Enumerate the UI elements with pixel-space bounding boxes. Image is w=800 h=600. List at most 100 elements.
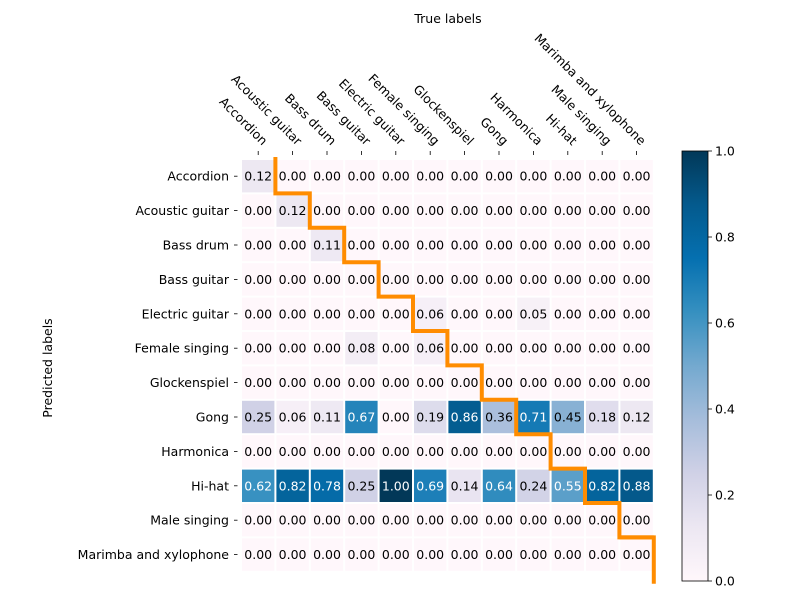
- heatmap-cell: [620, 228, 653, 262]
- heatmap-cell: [551, 469, 584, 502]
- cell-value-label: 0.00: [279, 547, 307, 562]
- heatmap-cell: [586, 332, 619, 365]
- heatmap-cell: [620, 366, 653, 399]
- heatmap-cell: [448, 538, 481, 571]
- heatmap-cell: [448, 400, 481, 434]
- heatmap-cell: [551, 160, 584, 193]
- cell-value-label: 0.00: [244, 238, 272, 253]
- heatmap-cell: [448, 263, 481, 296]
- cell-value-label: 0.00: [588, 375, 616, 390]
- cell-value-label: 0.00: [451, 547, 479, 562]
- heatmap-cell: [482, 469, 516, 502]
- cell-value-label: 0.00: [519, 238, 547, 253]
- heatmap-cell: [586, 228, 619, 262]
- heatmap-cell: [379, 194, 412, 227]
- heatmap-cell: [310, 297, 344, 330]
- cell-value-label: 0.11: [313, 410, 341, 425]
- heatmap-cell: [414, 332, 447, 365]
- heatmap-cell: [482, 297, 516, 330]
- heatmap-cell: [551, 435, 584, 468]
- heatmap-cell: [620, 435, 653, 468]
- heatmap-cell: [586, 263, 619, 296]
- heatmap-cell: [242, 400, 275, 434]
- cell-value-label: 0.82: [279, 478, 307, 493]
- cell-value-label: 0.00: [519, 375, 547, 390]
- cell-value-label: 0.00: [485, 547, 513, 562]
- cell-value-label: 0.86: [451, 410, 479, 425]
- heatmap-cell: [482, 160, 516, 193]
- cell-value-label: 0.00: [451, 203, 479, 218]
- heatmap-cell: [345, 297, 378, 330]
- heatmap-cell: [276, 400, 309, 434]
- colorbar-tick-label: 1.0: [715, 144, 735, 159]
- cell-value-label: 0.00: [485, 238, 513, 253]
- cell-value-label: 0.00: [623, 169, 651, 184]
- cell-value-label: 0.00: [519, 169, 547, 184]
- cell-value-label: 0.00: [313, 444, 341, 459]
- heatmap-cell: [586, 538, 619, 571]
- heatmap-cell: [414, 263, 447, 296]
- cell-value-label: 0.00: [382, 341, 410, 356]
- heatmap-cell: [242, 332, 275, 365]
- cell-value-label: 0.00: [416, 203, 444, 218]
- cell-value-label: 0.06: [416, 306, 444, 321]
- heatmap-cell: [517, 400, 550, 434]
- heatmap-cell: [276, 228, 309, 262]
- cell-value-label: 0.00: [244, 203, 272, 218]
- cell-value-label: 0.00: [623, 547, 651, 562]
- heatmap-cell: [310, 538, 344, 571]
- heatmap-cell: [276, 160, 309, 193]
- heatmap-cell: [482, 332, 516, 365]
- heatmap-cell: [448, 504, 481, 537]
- cell-value-label: 0.00: [347, 306, 375, 321]
- cell-value-label: 0.00: [485, 169, 513, 184]
- cell-value-label: 0.00: [279, 272, 307, 287]
- cell-value-label: 0.45: [554, 410, 582, 425]
- cell-value-label: 0.25: [244, 410, 272, 425]
- cell-value-label: 0.00: [244, 375, 272, 390]
- cell-value-label: 0.00: [382, 375, 410, 390]
- heatmap-cell: [482, 263, 516, 296]
- cell-value-label: 0.00: [519, 444, 547, 459]
- heatmap-cell: [517, 297, 550, 330]
- heatmap-cell: [586, 194, 619, 227]
- cell-value-label: 0.36: [485, 410, 513, 425]
- heatmap-cell: [379, 504, 412, 537]
- heatmap-cell: [620, 160, 653, 193]
- cell-value-label: 0.08: [347, 341, 375, 356]
- y-tick-label: Bass drum: [163, 238, 229, 253]
- cell-value-label: 0.19: [416, 410, 444, 425]
- heatmap-cell: [448, 332, 481, 365]
- cell-value-label: 0.00: [347, 272, 375, 287]
- cell-value-label: 0.00: [554, 272, 582, 287]
- cell-value-label: 0.00: [485, 341, 513, 356]
- y-tick-label: Male singing: [150, 513, 229, 528]
- cell-value-label: 0.00: [588, 169, 616, 184]
- heatmap-cell: [620, 263, 653, 296]
- heatmap-cell: [276, 469, 309, 502]
- heatmap-cell: [517, 263, 550, 296]
- cell-value-label: 0.00: [313, 513, 341, 528]
- cell-value-label: 0.24: [519, 478, 547, 493]
- heatmap-cell: [620, 194, 653, 227]
- y-tick-label: Marimba and xylophone: [78, 547, 230, 562]
- heatmap-cell: [379, 263, 412, 296]
- heatmap-cell: [310, 435, 344, 468]
- heatmap-cell: [448, 435, 481, 468]
- heatmap-cell: [620, 400, 653, 434]
- cell-value-label: 0.00: [244, 444, 272, 459]
- cell-value-label: 0.00: [451, 341, 479, 356]
- heatmap-cell: [379, 332, 412, 365]
- heatmap-cell: [242, 194, 275, 227]
- cell-value-label: 0.00: [416, 375, 444, 390]
- cell-value-label: 0.00: [382, 410, 410, 425]
- y-tick-label: Accordion: [167, 169, 229, 184]
- heatmap-cell: [276, 297, 309, 330]
- heatmap-cell: [620, 332, 653, 365]
- cell-value-label: 0.00: [554, 375, 582, 390]
- heatmap-cell: [345, 228, 378, 262]
- cell-value-label: 0.00: [416, 238, 444, 253]
- heatmap-cell: [242, 297, 275, 330]
- cell-value-label: 0.06: [279, 410, 307, 425]
- cell-value-label: 0.11: [313, 238, 341, 253]
